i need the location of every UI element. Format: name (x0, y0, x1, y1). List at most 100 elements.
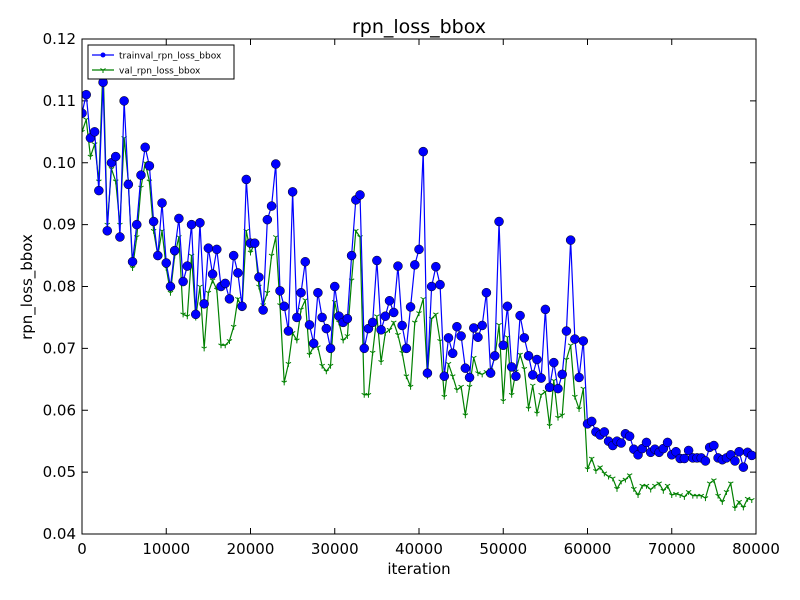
data-point (386, 327, 393, 333)
data-point (460, 363, 471, 373)
data-point (296, 287, 306, 298)
y-tick-label: 0.10 (43, 154, 76, 172)
data-point (614, 486, 620, 492)
data-point (182, 261, 193, 271)
data-point (435, 279, 445, 290)
data-point (736, 499, 742, 505)
data-point (485, 368, 496, 378)
data-point (433, 312, 439, 318)
data-point (340, 338, 347, 344)
data-point (249, 238, 260, 248)
data-point (536, 373, 546, 383)
data-point (388, 307, 399, 318)
data-point (418, 146, 428, 157)
data-point (626, 473, 633, 479)
data-point (407, 384, 414, 390)
legend-label: val_rpn_loss_bbox (119, 67, 201, 77)
x-tick-label: 30000 (311, 540, 359, 558)
data-point (132, 219, 142, 230)
y-tick-label: 0.09 (43, 216, 76, 234)
data-point (426, 281, 437, 292)
data-point (479, 372, 486, 378)
data-point (668, 493, 675, 499)
data-point (578, 336, 589, 346)
data-point (355, 190, 365, 200)
data-point (262, 214, 273, 225)
data-point (494, 216, 504, 227)
data-point (184, 314, 191, 320)
data-point (679, 453, 690, 464)
data-point (230, 324, 237, 330)
data-point (414, 244, 424, 255)
data-point (732, 506, 738, 512)
data-point (567, 343, 574, 349)
data-point (616, 438, 626, 448)
data-point (443, 333, 454, 343)
data-point (677, 493, 684, 499)
data-point (719, 499, 726, 505)
y-tick-label: 0.12 (43, 30, 76, 48)
plot-area (82, 61, 756, 512)
data-point (378, 360, 384, 365)
data-point (473, 332, 483, 342)
data-point (723, 489, 730, 495)
y-tick-label: 0.11 (43, 92, 76, 110)
data-point (605, 474, 612, 480)
data-point (464, 372, 475, 383)
data-point (508, 392, 515, 398)
data-point (456, 331, 466, 341)
data-point (201, 346, 208, 352)
data-point (401, 343, 412, 354)
data-point (180, 312, 186, 318)
data-point (635, 493, 641, 499)
data-point (367, 317, 378, 328)
data-point (748, 498, 755, 503)
data-point (359, 343, 369, 354)
data-point (395, 332, 401, 338)
data-point (469, 323, 479, 333)
data-point (588, 456, 595, 462)
data-point (738, 462, 749, 472)
x-tick-label: 10000 (142, 540, 190, 558)
data-point (515, 310, 525, 321)
data-point (144, 161, 155, 171)
data-point (393, 261, 403, 271)
y-tick-label: 0.06 (43, 401, 76, 419)
data-point (656, 481, 662, 487)
data-point (342, 313, 353, 324)
data-point (271, 159, 281, 169)
data-point (538, 392, 545, 398)
data-point (416, 311, 422, 317)
data-point (410, 260, 420, 270)
data-point (380, 311, 391, 321)
x-tick-label: 50000 (479, 540, 527, 558)
data-point (199, 299, 209, 309)
data-point (624, 431, 635, 441)
data-point (546, 423, 553, 429)
data-point (622, 477, 629, 483)
data-point (544, 382, 555, 393)
data-point (452, 321, 462, 332)
data-point (730, 456, 740, 466)
data-point (390, 320, 397, 326)
data-point (561, 326, 572, 336)
data-point (306, 352, 313, 358)
data-point (664, 483, 671, 489)
data-point (700, 456, 711, 466)
data-point (212, 244, 222, 255)
data-point (237, 301, 247, 312)
data-point (174, 213, 184, 224)
data-point (673, 491, 679, 497)
data-point (618, 479, 625, 485)
data-point (178, 276, 188, 287)
chart-title: rpn_loss_bbox (352, 16, 486, 38)
data-point (498, 340, 508, 351)
data-point (220, 278, 230, 289)
data-point (275, 286, 285, 296)
data-point (559, 413, 566, 419)
data-point (325, 343, 336, 354)
data-point (447, 348, 458, 359)
data-point (203, 243, 214, 253)
data-point (609, 476, 616, 482)
